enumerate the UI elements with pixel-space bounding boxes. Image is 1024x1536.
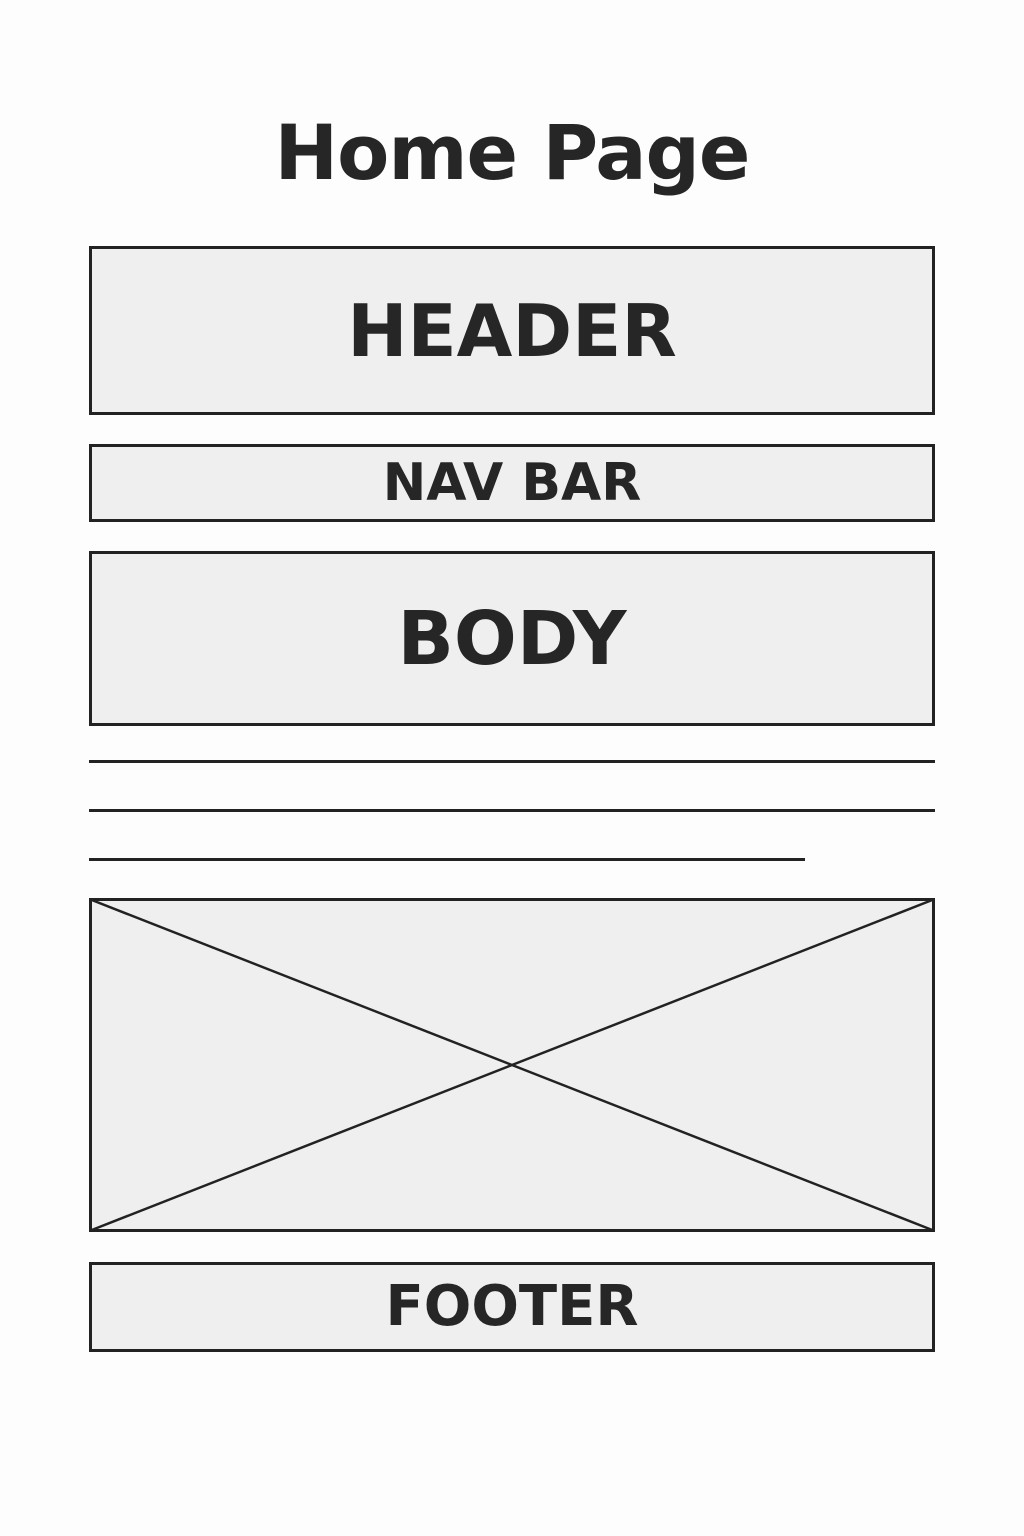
text-placeholder-line: [89, 809, 935, 812]
page-title: Home Page: [274, 108, 751, 197]
text-placeholder-line: [89, 858, 805, 861]
nav-bar-label: NAV BAR: [382, 453, 642, 513]
header-block: HEADER: [89, 246, 935, 415]
footer-label: FOOTER: [385, 1274, 639, 1339]
body-block: BODY: [89, 551, 935, 726]
body-label: BODY: [397, 595, 627, 682]
header-label: HEADER: [347, 288, 677, 373]
nav-bar-block: NAV BAR: [89, 444, 935, 522]
image-placeholder-diagonal: [90, 898, 934, 1232]
text-placeholder-line: [89, 760, 935, 763]
image-placeholder: [89, 898, 935, 1232]
footer-block: FOOTER: [89, 1262, 935, 1352]
